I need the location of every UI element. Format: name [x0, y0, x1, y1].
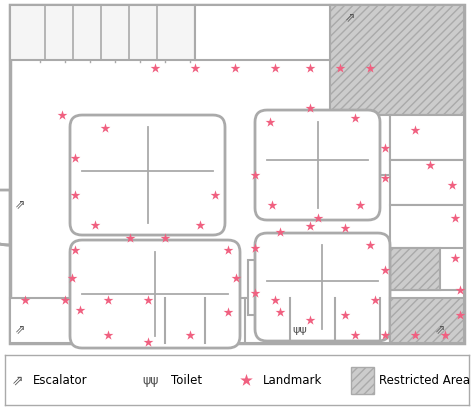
Point — [268, 202, 276, 208]
Point — [101, 125, 109, 131]
Point — [448, 182, 456, 188]
Point — [276, 309, 284, 315]
Point — [271, 65, 279, 71]
FancyBboxPatch shape — [70, 115, 225, 235]
Point — [411, 332, 419, 338]
Point — [451, 255, 459, 261]
Point — [341, 312, 349, 318]
Point — [381, 145, 389, 151]
Point — [104, 332, 112, 338]
Bar — [390, 160, 464, 205]
Point — [381, 332, 389, 338]
Bar — [390, 248, 440, 290]
Point — [271, 297, 279, 303]
Point — [314, 215, 322, 221]
Text: Landmark: Landmark — [263, 374, 322, 387]
Point — [71, 192, 79, 198]
Point — [276, 229, 284, 235]
Point — [366, 242, 374, 248]
Point — [351, 332, 359, 338]
Bar — [390, 115, 464, 160]
Point — [186, 332, 194, 338]
Text: ⇗: ⇗ — [15, 324, 25, 337]
Point — [426, 162, 434, 168]
Point — [126, 235, 134, 241]
Point — [161, 235, 169, 241]
Point — [243, 377, 250, 384]
Bar — [330, 115, 390, 175]
Point — [306, 105, 314, 111]
Bar — [165, 298, 390, 343]
Point — [356, 202, 364, 208]
Point — [456, 312, 464, 318]
Point — [144, 297, 152, 303]
Point — [71, 155, 79, 161]
Point — [306, 317, 314, 323]
Text: ψψ: ψψ — [292, 325, 307, 335]
Point — [266, 119, 274, 125]
Point — [411, 127, 419, 133]
Point — [251, 172, 259, 178]
Bar — [390, 290, 464, 335]
Bar — [390, 205, 464, 250]
FancyBboxPatch shape — [255, 233, 390, 341]
Point — [381, 267, 389, 273]
Point — [336, 65, 344, 71]
Point — [224, 309, 232, 315]
Point — [451, 215, 459, 221]
Point — [104, 297, 112, 303]
Point — [251, 290, 259, 296]
Point — [231, 65, 239, 71]
Bar — [390, 298, 464, 343]
Point — [306, 223, 314, 229]
Point — [232, 275, 240, 281]
Text: ⇗: ⇗ — [15, 199, 25, 211]
Point — [76, 307, 84, 313]
Point — [144, 339, 152, 345]
Text: Toilet: Toilet — [171, 374, 202, 387]
Point — [251, 245, 259, 251]
Point — [351, 115, 359, 121]
Bar — [248, 260, 276, 315]
Point — [211, 192, 219, 198]
FancyBboxPatch shape — [70, 240, 240, 348]
Bar — [10, 5, 195, 60]
Point — [61, 297, 69, 303]
Wedge shape — [0, 190, 10, 245]
Point — [366, 65, 374, 71]
FancyBboxPatch shape — [255, 110, 380, 220]
Point — [341, 225, 349, 231]
Point — [21, 297, 29, 303]
Point — [441, 332, 449, 338]
Text: Escalator: Escalator — [33, 374, 88, 387]
Point — [196, 222, 204, 228]
Point — [71, 247, 79, 253]
Bar — [195, 5, 330, 60]
Point — [91, 222, 99, 228]
Point — [68, 275, 76, 281]
Point — [224, 247, 232, 253]
Text: Restricted Area: Restricted Area — [379, 374, 470, 387]
Point — [371, 297, 379, 303]
Bar — [390, 248, 464, 293]
Bar — [351, 368, 374, 393]
Text: ⇗: ⇗ — [435, 324, 445, 337]
Bar — [10, 298, 165, 343]
Text: ψψ: ψψ — [142, 374, 159, 387]
Text: ⇗: ⇗ — [345, 11, 355, 24]
Bar — [330, 5, 464, 115]
Point — [306, 65, 314, 71]
Point — [151, 65, 159, 71]
Point — [191, 65, 199, 71]
Point — [456, 287, 464, 293]
Text: ⇗: ⇗ — [12, 373, 24, 387]
Point — [58, 112, 66, 118]
Point — [381, 175, 389, 181]
